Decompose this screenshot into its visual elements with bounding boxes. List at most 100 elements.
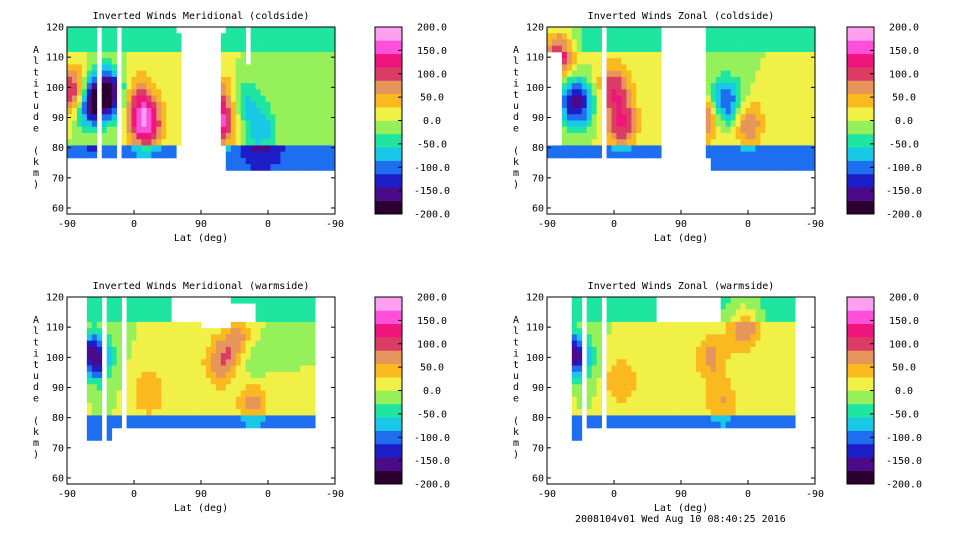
heat-cell <box>561 39 568 47</box>
heat-cell <box>111 346 118 354</box>
heat-cell <box>245 95 252 103</box>
heat-cell <box>300 378 306 385</box>
heat-cell <box>576 58 583 65</box>
heat-cell <box>126 76 132 84</box>
heat-cell <box>755 45 761 53</box>
heat-cell <box>641 321 647 329</box>
heat-cell <box>240 151 247 159</box>
heat-cell <box>240 297 247 304</box>
heat-cell <box>146 321 152 329</box>
heat-cell <box>136 33 142 40</box>
heat-cell <box>715 39 722 47</box>
heat-cell <box>750 309 756 317</box>
heat-cell <box>91 409 98 416</box>
heat-cell <box>181 365 187 373</box>
heat-cell <box>631 39 637 47</box>
heat-cell <box>685 384 692 391</box>
heat-cell <box>656 340 662 348</box>
heat-cell <box>285 415 291 423</box>
y-axis-label-char: i <box>513 349 519 360</box>
heat-cell <box>785 114 791 121</box>
heat-cell <box>255 58 261 65</box>
heat-cell <box>275 126 281 134</box>
heat-cell <box>755 157 761 165</box>
heat-cell <box>141 365 147 373</box>
y-axis-label-char: t <box>33 90 39 101</box>
heat-cell <box>755 340 761 348</box>
heat-cell <box>81 114 88 121</box>
heat-cell <box>310 70 316 78</box>
heat-cell <box>735 340 741 348</box>
heat-cell <box>790 315 796 323</box>
colorbar-swatch <box>847 377 874 391</box>
heat-cell <box>161 126 167 134</box>
heat-cell <box>121 145 127 153</box>
heat-cell <box>596 95 602 103</box>
heat-cell <box>626 126 632 134</box>
heat-cell <box>290 64 296 72</box>
heat-cell <box>285 340 291 348</box>
heat-cell <box>176 108 182 115</box>
heat-cell <box>785 297 791 304</box>
heat-cell <box>785 145 791 153</box>
heat-cell <box>795 51 801 59</box>
heat-cell <box>730 64 736 72</box>
heat-cell <box>740 346 746 354</box>
heat-cell <box>86 151 93 159</box>
heat-cell <box>596 328 602 335</box>
heat-cell <box>770 58 776 65</box>
heat-cell <box>725 409 732 416</box>
heat-cell <box>146 303 152 310</box>
heat-cell <box>765 378 771 385</box>
x-tick-label: 0 <box>745 489 751 500</box>
heat-cell <box>765 359 771 366</box>
heat-cell <box>760 139 766 146</box>
colorbar-tick-label: 200.0 <box>889 23 919 34</box>
heat-cell <box>631 45 637 53</box>
heat-cell <box>280 421 286 429</box>
heat-cell <box>740 409 746 416</box>
y-axis-label-char: ( <box>513 416 519 427</box>
heat-cell <box>705 39 712 47</box>
heat-cell <box>760 33 766 40</box>
heat-cell <box>805 70 811 78</box>
heat-cell <box>661 365 667 373</box>
heat-cell <box>745 120 751 128</box>
heat-cell <box>161 365 167 373</box>
heat-cell <box>765 309 771 317</box>
heat-cell <box>320 139 326 146</box>
heat-cell <box>210 365 217 373</box>
heat-cell <box>636 89 642 96</box>
heat-cell <box>626 365 632 373</box>
heat-cell <box>720 126 727 134</box>
heat-cell <box>141 145 147 153</box>
heat-cell <box>810 108 816 115</box>
heat-cell <box>280 353 286 360</box>
heat-cell <box>121 70 127 78</box>
heat-cell <box>631 70 637 78</box>
heat-cell <box>285 33 291 40</box>
heat-cell <box>81 58 88 65</box>
heat-cell <box>710 334 717 342</box>
heat-cell <box>76 39 83 47</box>
heat-cell <box>621 340 627 348</box>
heat-cell <box>621 359 627 366</box>
heat-cell <box>695 321 702 329</box>
heat-cell <box>616 409 622 416</box>
colorbar-tick-label: -200.0 <box>414 210 450 221</box>
heat-cell <box>626 402 632 410</box>
heat-cell <box>250 70 256 78</box>
heat-cell <box>156 70 162 78</box>
heat-cell <box>141 297 147 304</box>
heat-cell <box>576 151 583 159</box>
heat-cell <box>280 114 286 121</box>
heat-cell <box>255 340 261 348</box>
heat-cell <box>315 95 321 103</box>
colorbar-swatch <box>375 350 402 365</box>
heat-cell <box>720 334 727 342</box>
heat-cell <box>681 378 687 385</box>
heat-cell <box>755 126 761 134</box>
heat-cell <box>735 353 741 360</box>
heat-cell <box>641 70 647 78</box>
heat-cell <box>86 309 93 317</box>
